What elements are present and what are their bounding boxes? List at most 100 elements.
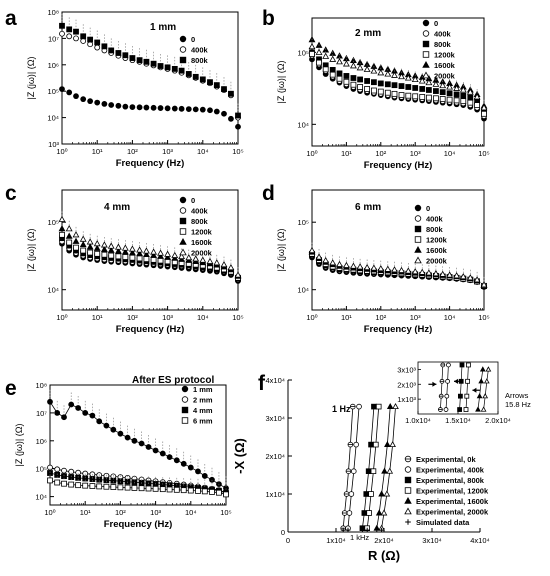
data-point bbox=[171, 251, 179, 258]
inset-data-point bbox=[485, 366, 492, 372]
series-line bbox=[362, 406, 375, 529]
inset-data-point bbox=[440, 362, 446, 368]
data-point bbox=[192, 106, 199, 113]
legend-marker bbox=[179, 56, 187, 64]
legend-marker bbox=[179, 237, 187, 245]
data-point-shape bbox=[82, 410, 89, 416]
data-point bbox=[73, 93, 79, 100]
inset-data-point bbox=[438, 393, 444, 399]
data-point bbox=[150, 251, 158, 258]
data-point bbox=[114, 247, 122, 254]
data-point-shape bbox=[86, 243, 94, 250]
legend-marker-shape bbox=[179, 56, 187, 64]
data-point bbox=[201, 473, 208, 479]
data-point-shape bbox=[391, 82, 398, 89]
data-point-shape bbox=[425, 78, 433, 86]
data-point bbox=[59, 22, 65, 29]
data-point bbox=[453, 97, 460, 104]
data-point bbox=[357, 84, 363, 90]
data-point bbox=[412, 93, 419, 100]
inset-data-point bbox=[445, 362, 451, 368]
data-point-shape bbox=[398, 92, 405, 98]
x-axis-label: Frequency (Hz) bbox=[364, 160, 433, 171]
data-point bbox=[343, 491, 350, 497]
data-point-shape bbox=[223, 491, 229, 498]
legend-marker bbox=[414, 236, 422, 243]
inset-annotation: Arrows bbox=[505, 391, 529, 400]
data-point-shape bbox=[392, 403, 399, 410]
data-point-shape bbox=[96, 483, 103, 490]
data-point bbox=[349, 62, 357, 69]
data-point-shape bbox=[129, 254, 136, 261]
data-point-shape bbox=[115, 253, 122, 260]
data-point bbox=[101, 101, 108, 107]
data-point-shape bbox=[129, 55, 136, 61]
data-point bbox=[66, 239, 73, 246]
data-point-shape bbox=[466, 88, 474, 95]
inset-data-point-shape bbox=[444, 393, 450, 399]
legend-marker bbox=[181, 385, 189, 393]
data-point-shape bbox=[68, 481, 75, 488]
data-point-shape bbox=[101, 251, 108, 258]
x-axis-label: Frequency (Hz) bbox=[116, 158, 185, 169]
data-point-shape bbox=[82, 470, 89, 477]
data-point-shape bbox=[377, 80, 384, 87]
data-point bbox=[207, 79, 213, 86]
legend-marker bbox=[181, 396, 189, 403]
x-tick-label: 10⁵ bbox=[232, 313, 243, 322]
data-point-shape bbox=[221, 110, 227, 117]
data-point-shape bbox=[93, 244, 101, 251]
data-point-shape bbox=[459, 272, 467, 280]
data-point-shape bbox=[329, 259, 337, 266]
legend-marker bbox=[405, 519, 411, 525]
inset-series-line bbox=[483, 369, 489, 410]
data-point-shape bbox=[73, 93, 79, 100]
y-axis-label: |Z (jω)| (Ω) bbox=[26, 229, 36, 272]
data-point-shape bbox=[94, 99, 101, 106]
x-tick-label: 10³ bbox=[150, 508, 161, 517]
data-point bbox=[114, 243, 122, 250]
data-point-shape bbox=[157, 63, 164, 69]
data-point bbox=[439, 81, 447, 89]
legend-marker bbox=[422, 40, 430, 48]
inset-data-point-shape bbox=[483, 378, 490, 384]
legend-marker-shape bbox=[179, 248, 187, 256]
data-point bbox=[93, 244, 101, 251]
data-point bbox=[131, 485, 138, 491]
data-point bbox=[391, 90, 398, 97]
legend-label: 2000k bbox=[191, 249, 213, 258]
data-point bbox=[121, 244, 129, 251]
inset-data-point-shape bbox=[443, 407, 449, 412]
data-point bbox=[377, 69, 385, 76]
data-point bbox=[315, 48, 323, 55]
data-point-shape bbox=[122, 103, 129, 110]
legend-label: Experimental, 0k bbox=[416, 455, 476, 464]
x-axis-label: Frequency (Hz) bbox=[116, 324, 185, 335]
x-tick-label: 10² bbox=[127, 147, 138, 156]
x-tick-label: 10¹ bbox=[80, 508, 91, 517]
inset-data-point-shape bbox=[465, 362, 471, 368]
data-point-shape bbox=[136, 246, 144, 253]
x-tick-label: 10² bbox=[115, 508, 126, 517]
data-point-shape bbox=[180, 487, 187, 494]
inset-series-line bbox=[445, 364, 449, 410]
data-point-shape bbox=[136, 57, 143, 64]
data-point-shape bbox=[89, 483, 96, 489]
inset-data-point bbox=[480, 406, 487, 412]
data-point bbox=[185, 253, 193, 261]
inset-data-point bbox=[478, 378, 485, 384]
legend-marker bbox=[422, 30, 430, 37]
x-tick-label: 3x10⁴ bbox=[422, 536, 442, 545]
data-point bbox=[360, 527, 365, 533]
x-axis-label: Frequency (Hz) bbox=[104, 519, 173, 530]
data-point-shape bbox=[433, 88, 439, 94]
legend-marker bbox=[404, 507, 412, 515]
data-point bbox=[178, 105, 185, 112]
data-point-shape bbox=[187, 464, 194, 471]
data-point bbox=[342, 261, 350, 268]
data-point-shape bbox=[142, 247, 150, 254]
data-point-shape bbox=[178, 105, 185, 112]
data-point bbox=[209, 489, 215, 495]
data-point bbox=[117, 430, 124, 437]
inset-data-point bbox=[476, 393, 483, 399]
